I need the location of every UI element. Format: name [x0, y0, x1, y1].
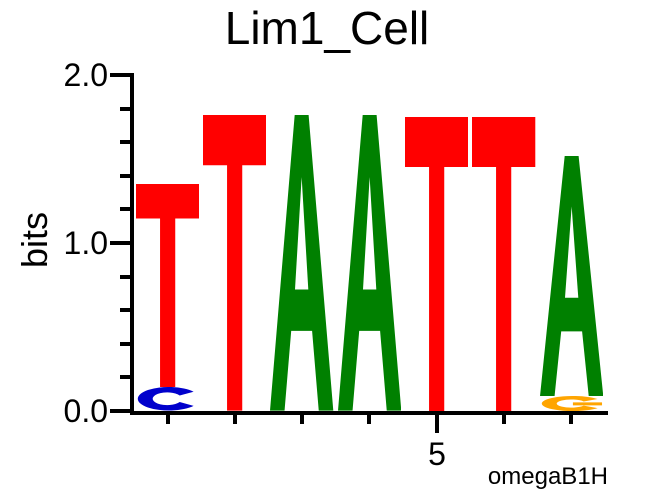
x-axis-tick-pos-4: [367, 415, 372, 424]
x-axis-tick-pos-5: [434, 415, 439, 433]
x-axis-line: [130, 411, 608, 415]
y-tick-label-0.0: 0.0: [63, 393, 108, 429]
y-axis-minor-tick: [120, 140, 134, 145]
x-axis-tick-pos-1: [165, 415, 170, 424]
logo-letter-C-pos1: [137, 387, 194, 411]
y-axis-minor-tick: [120, 106, 134, 111]
y-axis-minor-tick: [120, 341, 134, 346]
logo-letter-A-pos3: [270, 115, 334, 411]
credit-text: omegaB1H: [487, 463, 608, 490]
y-axis-minor-tick: [120, 274, 134, 279]
logo-letter-T-pos1: [135, 184, 200, 388]
y-tick-label-1.0: 1.0: [63, 225, 108, 261]
y-axis-minor-tick: [120, 308, 134, 313]
x-axis-tick-pos-7: [569, 415, 574, 424]
logo-letter-A-pos7: [539, 155, 603, 396]
y-axis-major-tick: [110, 73, 134, 77]
x-axis-tick-pos-2: [232, 415, 237, 424]
y-axis-minor-tick: [120, 207, 134, 212]
y-axis-minor-tick: [120, 375, 134, 380]
chart-title: Lim1_Cell: [224, 2, 430, 54]
logo-letter-T-pos5: [405, 117, 469, 411]
logo-letter-A-pos4: [337, 115, 402, 411]
y-tick-label-2.0: 2.0: [63, 57, 108, 93]
x-axis-tick-pos-6: [502, 415, 506, 424]
logo-letter-T-pos6: [472, 117, 536, 411]
logo-letter-T-pos2: [203, 115, 267, 411]
y-axis-minor-tick: [120, 173, 134, 178]
y-axis-major-tick: [110, 241, 134, 245]
y-axis-major-tick: [110, 409, 134, 413]
x-axis-tick-pos-3: [300, 415, 305, 424]
logo-letter-G-pos7: [541, 395, 602, 411]
x-tick-label-5: 5: [428, 436, 446, 472]
